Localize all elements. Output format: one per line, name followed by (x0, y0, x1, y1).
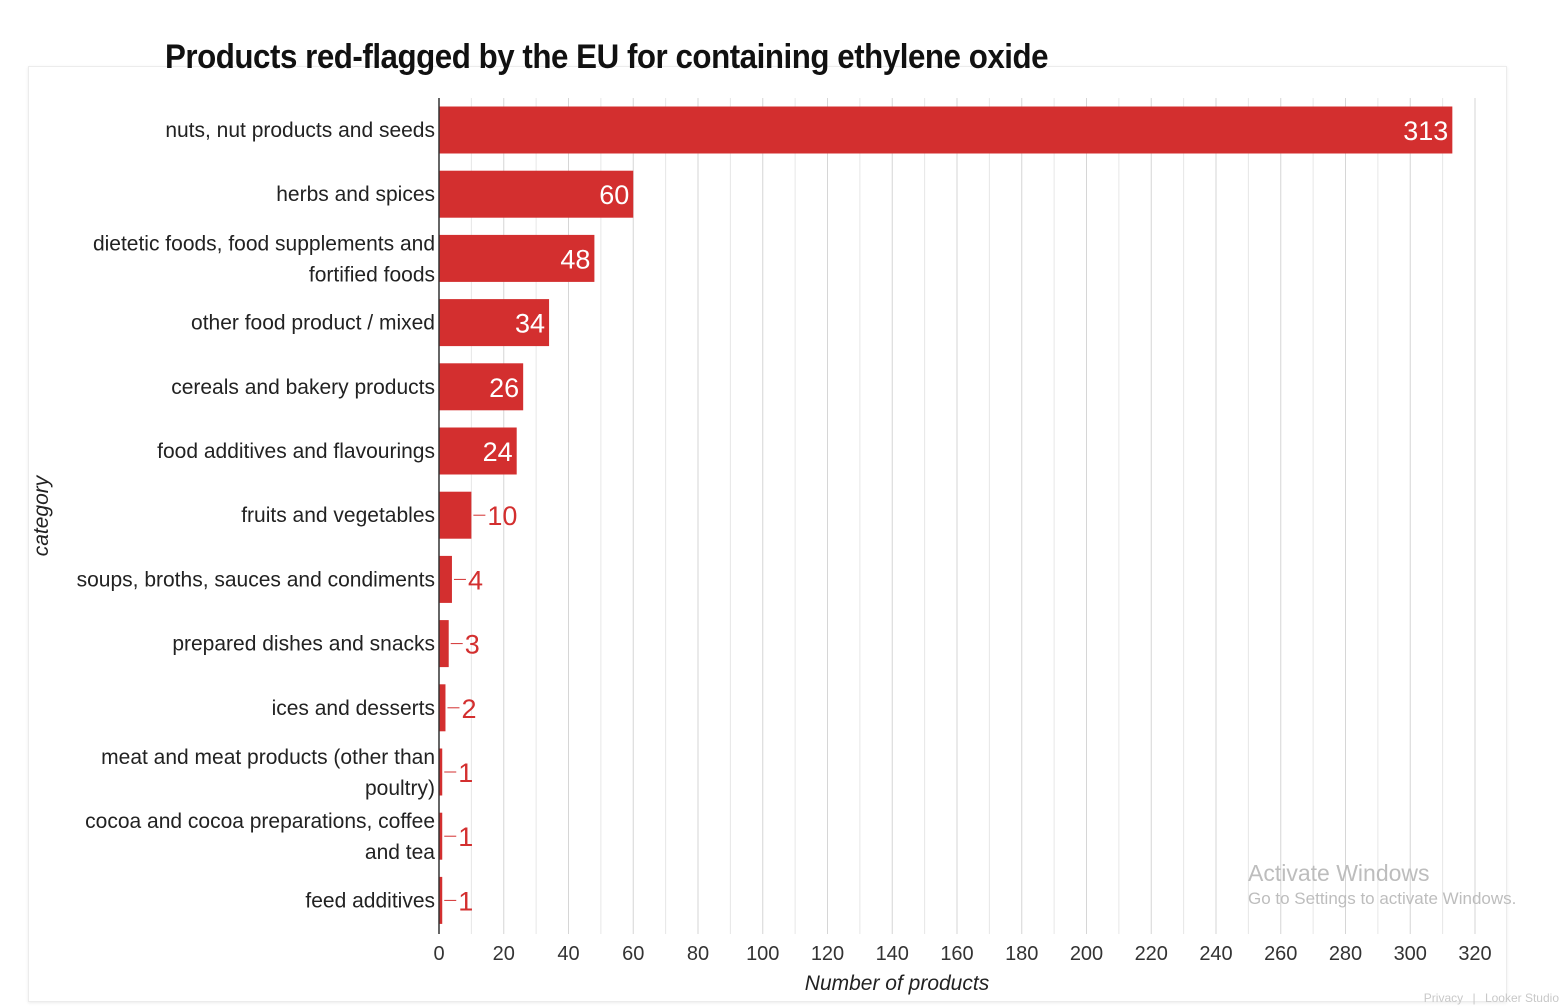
bar (439, 491, 472, 539)
category-label: and tea (365, 841, 435, 864)
category-label: meat and meat products (other than (101, 746, 435, 769)
gridlines (470, 98, 1476, 934)
privacy-link[interactable]: Privacy (1423, 991, 1464, 1005)
footer-links: Privacy | Looker Studio (1421, 991, 1562, 1005)
bar-value-label: 60 (599, 180, 629, 210)
category-label: fruits and vegetables (241, 504, 435, 527)
bar (439, 555, 452, 603)
bar (439, 620, 449, 668)
bar-value-label: 2 (461, 694, 476, 724)
bar-value-label: 1 (458, 758, 473, 788)
looker-studio-link[interactable]: Looker Studio (1484, 991, 1559, 1005)
activate-windows-watermark: Activate Windows Go to Settings to activ… (1248, 860, 1516, 909)
x-tick-label: 220 (1135, 943, 1168, 965)
bar-value-label: 3 (465, 630, 480, 660)
watermark-subtitle: Go to Settings to activate Windows. (1248, 889, 1517, 908)
bar (439, 234, 595, 282)
x-tick-label: 200 (1070, 943, 1103, 965)
bar (439, 812, 443, 860)
x-tick-label: 260 (1264, 943, 1297, 965)
category-label: food additives and flavourings (157, 440, 435, 463)
category-label: poultry) (365, 777, 435, 800)
x-tick-label: 0 (433, 943, 444, 965)
bar (439, 299, 550, 347)
category-label: other food product / mixed (191, 312, 435, 335)
x-tick-label: 20 (493, 943, 515, 965)
bar-value-label: 48 (560, 244, 590, 274)
x-tick-label: 160 (940, 943, 973, 965)
bar-value-label: 34 (515, 309, 545, 339)
bar-value-label: 4 (468, 565, 483, 595)
footer-separator: | (1472, 991, 1476, 1005)
bar-value-label: 24 (483, 437, 513, 467)
category-label: fortified foods (309, 263, 435, 286)
bar-value-label: 10 (487, 501, 517, 531)
x-tick-label: 320 (1458, 943, 1491, 965)
bar (439, 106, 1453, 154)
watermark-title: Activate Windows (1248, 860, 1430, 886)
bar-value-label: 26 (489, 373, 519, 403)
category-label: soups, broths, sauces and condiments (77, 568, 435, 591)
bar-value-label: 1 (458, 822, 473, 852)
x-tick-label: 180 (1005, 943, 1038, 965)
bar-value-label: 1 (458, 886, 473, 916)
x-tick-label: 120 (811, 943, 844, 965)
category-label: feed additives (305, 889, 435, 912)
bars: 313 60 48 34 26 24 10 4 3 2 1 1 1 (439, 106, 1453, 924)
x-tick-label: 60 (622, 943, 644, 965)
category-label: dietetic foods, food supplements and (93, 232, 435, 255)
chart-title: Products red-flagged by the EU for conta… (165, 38, 1049, 76)
bar (439, 427, 517, 475)
x-tick-label: 140 (876, 943, 909, 965)
x-axis-title: Number of products (805, 972, 990, 995)
category-label: cereals and bakery products (171, 376, 435, 399)
x-tick-label: 40 (557, 943, 579, 965)
bar (439, 363, 524, 411)
category-label: prepared dishes and snacks (172, 633, 435, 656)
x-tick-label: 80 (687, 943, 709, 965)
x-tick-label: 100 (746, 943, 779, 965)
category-label: ices and desserts (272, 697, 435, 720)
x-tick-label: 300 (1394, 943, 1427, 965)
x-tick-label: 280 (1329, 943, 1362, 965)
bar (439, 748, 443, 796)
category-label: nuts, nut products and seeds (165, 119, 435, 142)
bar-value-label: 313 (1403, 116, 1448, 146)
y-axis-title: category (30, 474, 53, 556)
x-tick-label: 240 (1199, 943, 1232, 965)
x-axis-ticks: 0 20 40 60 80 100 120 140 160 180 200 220 240 260 280 3… (433, 943, 1491, 965)
bar (439, 684, 446, 732)
category-labels: nuts, nut products and seeds herbs and sp… (77, 119, 436, 912)
chart-card (28, 66, 1507, 1002)
category-label: herbs and spices (276, 183, 435, 206)
bar (439, 876, 443, 924)
bar (439, 170, 634, 218)
category-label: cocoa and cocoa preparations, coffee (85, 810, 435, 833)
